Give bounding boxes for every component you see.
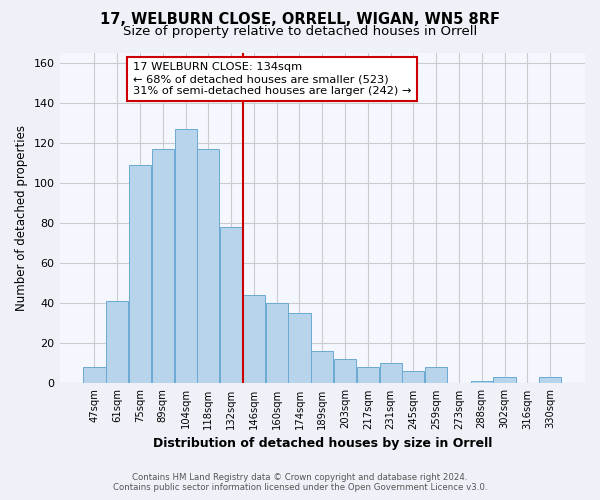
Bar [175,128,197,384]
Bar [289,313,311,384]
Bar [403,372,424,384]
Bar [106,301,128,384]
Bar [129,165,151,384]
Bar [380,364,401,384]
Y-axis label: Number of detached properties: Number of detached properties [15,125,28,311]
Bar [493,378,515,384]
Bar [220,227,242,384]
Bar [197,149,220,384]
Bar [334,360,356,384]
Bar [357,368,379,384]
Bar [243,295,265,384]
Bar [311,352,334,384]
Bar [539,378,561,384]
X-axis label: Distribution of detached houses by size in Orrell: Distribution of detached houses by size … [152,437,492,450]
Bar [470,382,493,384]
Bar [266,303,288,384]
Bar [83,368,106,384]
Text: Contains HM Land Registry data © Crown copyright and database right 2024.
Contai: Contains HM Land Registry data © Crown c… [113,473,487,492]
Text: 17, WELBURN CLOSE, ORRELL, WIGAN, WN5 8RF: 17, WELBURN CLOSE, ORRELL, WIGAN, WN5 8R… [100,12,500,28]
Bar [152,149,174,384]
Text: 17 WELBURN CLOSE: 134sqm
← 68% of detached houses are smaller (523)
31% of semi-: 17 WELBURN CLOSE: 134sqm ← 68% of detach… [133,62,412,96]
Text: Size of property relative to detached houses in Orrell: Size of property relative to detached ho… [123,25,477,38]
Bar [425,368,447,384]
